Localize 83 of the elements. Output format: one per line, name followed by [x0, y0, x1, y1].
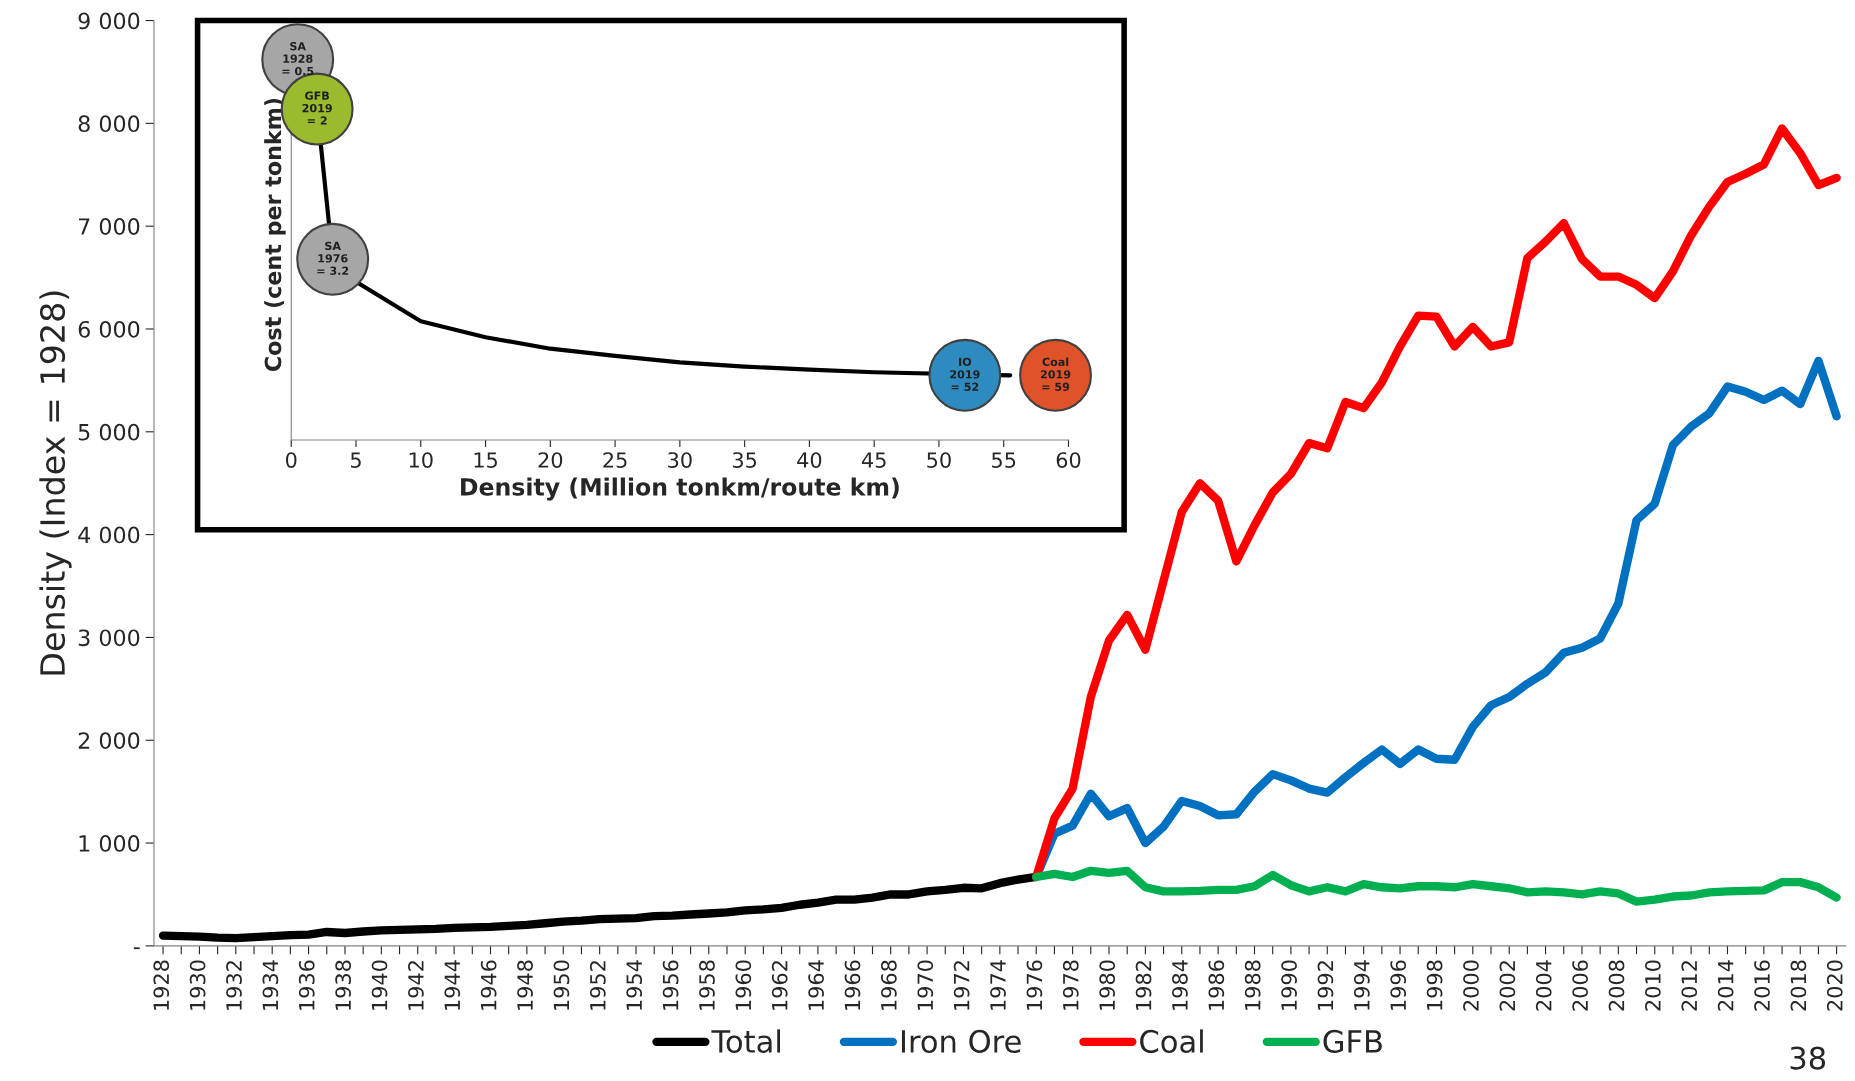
x-tick-label: 1950: [553, 960, 570, 1010]
y-tick-label: 3 000: [78, 629, 140, 647]
x-tick-label: 1970: [917, 960, 934, 1010]
x-tick-label: 2010: [1645, 960, 1661, 1011]
x-tick-label: 45: [861, 452, 886, 468]
x-tick-label: 35: [732, 452, 757, 468]
x-tick-label: 15: [474, 452, 497, 468]
x-tick-label: 1962: [771, 961, 788, 1010]
x-tick-label: 20: [538, 452, 563, 468]
x-tick-label: 1966: [844, 960, 861, 1010]
x-tick-label: 60: [1056, 452, 1081, 468]
y-tick-label: 7 000: [78, 218, 140, 235]
x-tick-label: 30: [668, 452, 692, 468]
x-tick-label: 1946: [480, 960, 497, 1010]
x-tick-label: 2020: [1826, 960, 1843, 1011]
x-tick-label: 2002: [1499, 961, 1516, 1011]
x-tick-label: 1974: [990, 960, 1006, 1010]
text: 38: [1790, 1046, 1826, 1070]
x-tick-label: 2014: [1717, 960, 1734, 1011]
x-tick-label: 1996: [1390, 960, 1407, 1010]
y-tick-label: -: [133, 947, 140, 950]
annotation: SA 1928 = 0.5: [282, 41, 314, 76]
x-tick-label: 1954: [626, 960, 643, 1010]
x-tick-label: 0: [285, 452, 297, 468]
x-tick-label: 1978: [1062, 960, 1079, 1010]
x-tick-label: 1982: [1135, 961, 1152, 1010]
x-tick-label: 2004: [1535, 960, 1552, 1011]
x-tick-label: 1932: [226, 961, 242, 1010]
x-tick-label: 50: [927, 452, 951, 468]
annotation: SA 1976 = 3.2: [317, 241, 349, 275]
x-tick-label: 2012: [1681, 961, 1698, 1011]
legend-label: GFB: [1323, 1029, 1382, 1053]
x-tick-label: 1960: [735, 960, 752, 1010]
x-tick-label: 2000: [1463, 960, 1479, 1011]
y-tick-label: 2 000: [78, 732, 140, 749]
y-tick-label: 1 000: [79, 835, 140, 852]
legend-label: Coal: [1140, 1029, 1203, 1053]
y-tick-label: 5 000: [78, 423, 140, 441]
x-tick-label: 1936: [298, 960, 315, 1010]
x-tick-label: 1968: [880, 960, 897, 1010]
x-tick-label: 40: [797, 452, 822, 468]
x-tick-label: 25: [603, 452, 627, 468]
x-tick-label: 1958: [699, 960, 715, 1010]
x-tick-label: 55: [992, 452, 1016, 468]
x-tick-label: 2008: [1608, 960, 1625, 1011]
legend-label: Total: [711, 1029, 780, 1053]
y-tick-label: 8 000: [78, 115, 140, 133]
x-tick-label: 1942: [408, 961, 424, 1010]
x-tick-label: 1940: [371, 960, 388, 1010]
legend-label: Iron Ore: [901, 1029, 1021, 1053]
x-tick-label: 1980: [1099, 960, 1116, 1010]
x-tick-label: 1944: [444, 960, 461, 1010]
annotation: GFB 2019 = 2: [302, 91, 332, 125]
x-tick-label: 1964: [808, 960, 824, 1010]
annotation: Coal 2019 = 59: [1040, 357, 1071, 391]
x-tick-label: 1938: [335, 960, 352, 1010]
x-tick-label: 1952: [589, 961, 606, 1010]
x-tick-label: 1988: [1244, 960, 1261, 1010]
x-tick-label: 1972: [953, 961, 970, 1010]
x-tick-label: 1934: [262, 960, 279, 1010]
x-tick-label: 1956: [662, 960, 679, 1010]
y-axis-title: Cost (cent per tonkm): [264, 98, 286, 372]
x-tick-label: 5: [350, 452, 361, 468]
x-tick-label: 1994: [1353, 960, 1370, 1010]
x-axis-title: Density (Million tonkm/route km): [461, 477, 899, 501]
y-axis-title: Density (Index = 1928): [39, 291, 72, 675]
x-tick-label: 2006: [1572, 960, 1588, 1011]
x-tick-label: 1928: [153, 960, 170, 1010]
y-tick-label: 6 000: [78, 320, 140, 338]
x-tick-label: 2018: [1790, 960, 1807, 1011]
x-tick-label: 1930: [189, 960, 206, 1010]
x-tick-label: 1984: [1172, 960, 1188, 1010]
x-tick-label: 1992: [1317, 961, 1334, 1010]
x-tick-label: 1990: [1281, 960, 1297, 1010]
annotation: IO 2019 = 52: [950, 357, 980, 391]
x-tick-label: 1976: [1026, 960, 1043, 1010]
x-tick-label: 2016: [1754, 960, 1770, 1011]
x-tick-label: 1998: [1426, 960, 1443, 1010]
x-tick-label: 1948: [517, 960, 533, 1010]
y-tick-label: 4 000: [78, 526, 140, 544]
y-tick-label: 9 000: [78, 12, 140, 30]
x-tick-label: 1986: [1208, 960, 1225, 1010]
x-tick-label: 10: [409, 452, 433, 468]
